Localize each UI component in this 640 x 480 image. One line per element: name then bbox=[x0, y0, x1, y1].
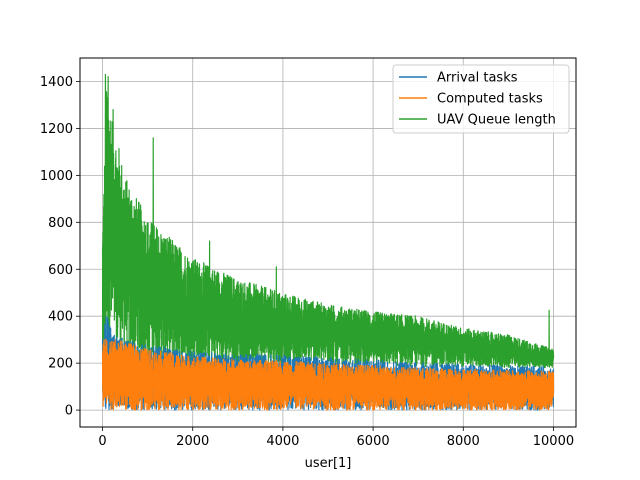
y-tick-label: 0 bbox=[65, 404, 73, 419]
y-tick-label: 1200 bbox=[40, 122, 73, 137]
y-axis: 0 200 400 600 800 1000 1200 1400 bbox=[40, 75, 80, 419]
y-tick-label: 400 bbox=[48, 310, 73, 325]
x-tick-label: 4000 bbox=[266, 434, 299, 449]
legend: Arrival tasks Computed tasks UAV Queue len… bbox=[392, 64, 570, 134]
x-tick-label: 6000 bbox=[357, 434, 390, 449]
x-tick-label: 0 bbox=[98, 434, 106, 449]
x-axis-label: user[1] bbox=[305, 456, 352, 471]
x-axis: 0 2000 4000 6000 8000 10000 bbox=[98, 427, 574, 449]
legend-box bbox=[392, 64, 570, 134]
y-tick-label: 200 bbox=[48, 357, 73, 372]
x-tick-label: 2000 bbox=[176, 434, 209, 449]
x-tick-label: 8000 bbox=[447, 434, 480, 449]
x-tick-label: 10000 bbox=[533, 434, 574, 449]
legend-entry-label: Arrival tasks bbox=[437, 71, 518, 86]
legend-entry-label: Computed tasks bbox=[437, 92, 543, 107]
y-tick-label: 800 bbox=[48, 216, 73, 231]
plot-area bbox=[101, 73, 555, 411]
series-line-computed-tasks bbox=[101, 338, 555, 411]
series-line-uav-queue-length bbox=[101, 73, 555, 379]
axes-frame bbox=[79, 57, 577, 428]
y-tick-label: 600 bbox=[48, 263, 73, 278]
y-tick-label: 1000 bbox=[40, 169, 73, 184]
legend-entry-label: UAV Queue length bbox=[437, 113, 556, 128]
y-tick-label: 1400 bbox=[40, 75, 73, 90]
